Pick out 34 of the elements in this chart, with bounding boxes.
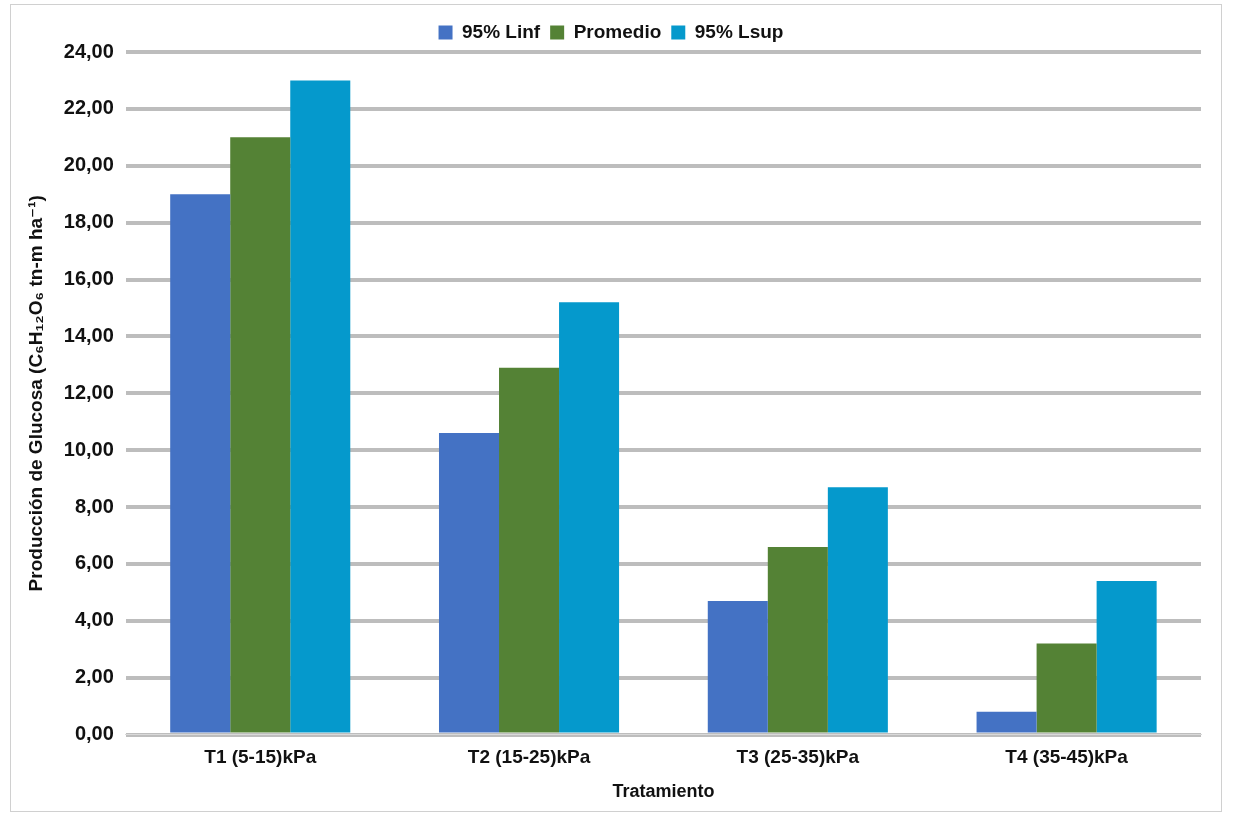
y-tick-label: 20,00: [63, 153, 114, 176]
bar: [1096, 581, 1157, 733]
legend-label: Promedio: [573, 20, 662, 42]
y-tick-label: 2,00: [74, 665, 114, 688]
y-tick-label: 16,00: [63, 267, 114, 290]
bar: [230, 137, 291, 733]
y-tick-label: 18,00: [63, 210, 114, 233]
legend-label: 95% Lsup: [694, 20, 784, 42]
x-axis-title: Tratamiento: [612, 781, 715, 802]
y-tick-label: 22,00: [63, 96, 114, 119]
y-tick-label: 6,00: [74, 551, 114, 574]
y-tick-label: 24,00: [63, 39, 114, 62]
y-tick-label: 8,00: [74, 494, 114, 517]
y-tick-label: 12,00: [63, 380, 114, 403]
bar: [1036, 643, 1097, 733]
x-tick-label: T2 (15-25)kPa: [467, 746, 591, 768]
y-tick-label: 0,00: [74, 722, 114, 745]
bar: [499, 367, 560, 733]
x-tick-label: T1 (5-15)kPa: [204, 746, 317, 768]
bar: [290, 80, 351, 733]
bar: [767, 546, 828, 733]
y-axis-title: Producción de Glucosa (C₆H₁₂O₆ tn-m ha⁻¹): [24, 195, 46, 592]
bar: [559, 302, 620, 733]
y-tick-label: 10,00: [63, 437, 114, 460]
legend-label: 95% Linf: [462, 20, 541, 42]
bar: [707, 600, 768, 733]
bar: [438, 433, 500, 733]
bar: [170, 194, 231, 733]
x-tick-label: T3 (25-35)kPa: [736, 746, 860, 768]
x-tick-label: T4 (35-45)kPa: [1005, 746, 1129, 768]
y-tick-label: 14,00: [63, 323, 114, 346]
bar: [976, 711, 1037, 733]
bar: [827, 487, 888, 733]
y-tick-label: 4,00: [74, 608, 114, 631]
